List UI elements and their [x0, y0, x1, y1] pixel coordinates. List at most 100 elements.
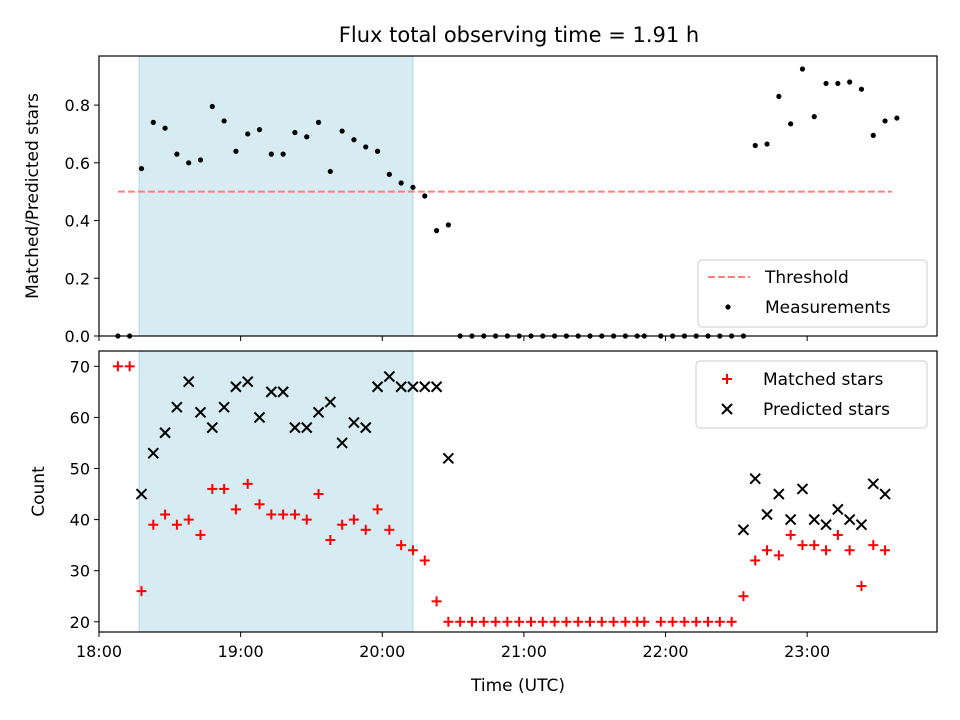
predicted-star-point — [371, 381, 384, 393]
predicted-star-point — [182, 375, 195, 388]
predicted-star-point — [360, 421, 372, 434]
matched-star-point — [478, 616, 489, 627]
bottom-legend-box — [695, 360, 928, 429]
matched-star-point — [514, 616, 525, 627]
matched-star-point — [573, 616, 584, 627]
top-y-axis-label: Matched/Predicted stars — [23, 93, 43, 299]
measurement-point — [847, 79, 853, 85]
measurement-point — [398, 180, 404, 186]
measurement-point — [422, 193, 428, 199]
predicted-star-point — [796, 483, 809, 495]
matched-star-point — [348, 514, 359, 525]
matched-star-point — [667, 616, 678, 627]
predicted-star-point — [171, 401, 183, 413]
top-axes-frame — [98, 55, 938, 337]
matched-star-point — [278, 509, 289, 520]
measurement-point — [386, 171, 392, 177]
matched-star-point — [219, 483, 230, 494]
matched-star-point — [266, 509, 277, 520]
predicted-star-point — [773, 488, 785, 500]
predicted-star-point — [761, 508, 773, 521]
measurement-point — [764, 141, 770, 147]
predicted-star-point — [843, 513, 856, 526]
bottom-legend: Matched stars Predicted stars — [695, 360, 928, 429]
matched-star-point — [750, 555, 761, 566]
matched-star-point — [407, 545, 418, 556]
measurement-point — [186, 160, 192, 166]
measurement-point — [150, 119, 156, 125]
bottom-x-tick-label: 19:00 — [218, 642, 264, 661]
top-legend-box — [697, 259, 928, 328]
predicted-star-point — [253, 411, 266, 424]
measurement-point — [162, 125, 168, 131]
predicted-star-point — [407, 381, 419, 393]
measurement-point — [256, 127, 263, 133]
matched-star-point — [703, 616, 714, 627]
matched-star-point — [384, 524, 395, 535]
measurement-point — [315, 119, 322, 125]
predicted-star-point — [348, 416, 360, 429]
measurement-point — [351, 137, 357, 143]
matched-star-point — [207, 483, 218, 494]
matched-star-point — [655, 616, 666, 627]
measurement-points — [115, 66, 900, 339]
predicted-star-point — [206, 421, 219, 434]
predicted-star-point — [855, 519, 868, 531]
matched-star-point — [490, 616, 501, 627]
top-y-tick-label: 0.4 — [65, 212, 90, 231]
legend-measurements-swatch — [725, 304, 731, 310]
matched-star-point — [596, 616, 607, 627]
top-legend: Threshold Measurements — [697, 259, 928, 328]
measurement-point — [752, 142, 758, 149]
x-axis-label: Time (UTC) — [470, 676, 565, 696]
matched-star-point — [620, 616, 631, 627]
predicted-star-point — [419, 381, 431, 393]
matched-star-point — [136, 586, 147, 597]
measurement-point — [221, 118, 227, 124]
measurement-point — [882, 118, 888, 124]
matched-star-point — [183, 514, 194, 525]
bottom-x-tick-label: 18:00 — [76, 642, 122, 661]
matched-star-point — [785, 529, 796, 540]
predicted-star-point — [289, 421, 301, 434]
measurement-point — [268, 151, 274, 157]
matched-star-point — [549, 616, 560, 627]
measurement-point — [894, 115, 900, 121]
measurement-point — [209, 103, 215, 110]
matched-star-point — [832, 529, 843, 540]
predicted-star-point — [277, 386, 289, 398]
matched-star-point — [880, 545, 891, 556]
measurement-point — [304, 134, 310, 140]
top-y-tick-label: 0.0 — [65, 327, 90, 346]
bottom-x-tick-label: 20:00 — [359, 642, 405, 661]
top-y-tick-label: 0.6 — [65, 154, 90, 173]
bottom-y-tick-label: 30 — [70, 562, 90, 581]
top-x-ticks — [98, 336, 808, 341]
measurement-point — [374, 148, 381, 154]
matched-star-point — [325, 535, 336, 546]
predicted-star-point — [879, 488, 891, 500]
legend-predicted-swatch — [721, 403, 733, 415]
matched-star-point — [242, 478, 253, 489]
legend-measurements-label: Measurements — [765, 298, 891, 318]
matched-star-point — [443, 616, 454, 627]
matched-stars-points — [112, 361, 891, 627]
matched-star-point — [691, 616, 702, 627]
top-panel: 0.00.20.40.60.8 Matched/Predicted stars … — [23, 55, 938, 346]
measurement-point — [327, 168, 333, 175]
matched-star-point — [608, 616, 619, 627]
matched-star-point — [124, 361, 135, 372]
matched-star-point — [762, 545, 773, 556]
measurement-point — [811, 114, 817, 120]
bottom-y-tick-label: 20 — [70, 613, 90, 632]
matched-star-point — [584, 616, 595, 627]
matched-star-point — [537, 616, 548, 627]
measurement-point — [292, 129, 298, 136]
matched-star-point — [396, 540, 407, 551]
matched-star-point — [372, 504, 383, 515]
predicted-star-point — [147, 447, 160, 459]
measurement-point — [788, 121, 794, 127]
bottom-y-tick-label: 60 — [70, 408, 90, 427]
top-y-ticks: 0.0 0.2 0.4 0.6 0.8 — [65, 96, 99, 346]
matched-star-point — [525, 616, 536, 627]
